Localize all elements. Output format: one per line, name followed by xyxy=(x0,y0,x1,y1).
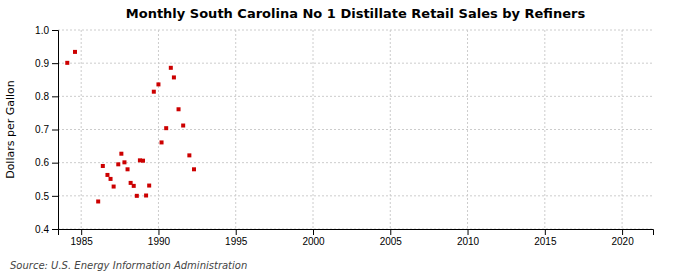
x-tick-mark xyxy=(622,229,623,235)
y-tick: 0.8 xyxy=(35,91,58,102)
y-tick: 0.4 xyxy=(35,224,58,235)
x-tick: 1985 xyxy=(71,229,94,247)
point xyxy=(119,152,123,156)
x-tick-mark xyxy=(236,229,237,235)
point xyxy=(101,164,105,168)
x-tick-label: 2005 xyxy=(380,236,403,247)
x-tick-label: 2020 xyxy=(611,236,634,247)
grid xyxy=(58,30,653,229)
x-tick: 1995 xyxy=(225,229,248,247)
point xyxy=(132,184,136,188)
point xyxy=(169,66,173,70)
point xyxy=(164,126,168,130)
grid-line-y xyxy=(58,129,653,130)
y-tick-mark xyxy=(52,130,58,131)
point xyxy=(160,140,164,144)
y-tick-mark xyxy=(52,30,58,31)
y-tick-mark xyxy=(52,96,58,97)
point xyxy=(147,184,151,188)
y-tick: 0.7 xyxy=(35,124,58,135)
x-tick: 1990 xyxy=(148,229,171,247)
grid-line-x xyxy=(544,30,545,229)
points xyxy=(65,50,196,204)
chart: 198519901995200020052010201520200.40.50.… xyxy=(0,0,675,275)
x-tick: 2010 xyxy=(457,229,480,247)
y-axis-title: Dollars per Gallon xyxy=(4,80,17,179)
grid-line-x xyxy=(313,30,314,229)
y-tick-label: 0.8 xyxy=(35,91,49,102)
grid-line-x xyxy=(235,30,236,229)
x-tick: 2020 xyxy=(611,229,634,247)
x-tick-label: 1995 xyxy=(225,236,248,247)
grid-line-x xyxy=(81,30,82,229)
grid-line-y xyxy=(58,162,653,163)
x-tick-mark xyxy=(158,229,159,235)
point xyxy=(192,167,196,171)
y-tick-mark xyxy=(52,163,58,164)
x-tick-mark xyxy=(545,229,546,235)
point xyxy=(152,90,156,94)
x-tick: 2005 xyxy=(380,229,403,247)
point xyxy=(135,194,139,198)
grid-line-x xyxy=(158,30,159,229)
y-tick-label: 0.6 xyxy=(35,157,49,168)
point xyxy=(122,160,126,164)
y-tick: 0.5 xyxy=(35,191,58,202)
point xyxy=(181,124,185,128)
y-tick: 0.6 xyxy=(35,157,58,168)
point xyxy=(96,199,100,203)
x-tick: 2000 xyxy=(302,229,325,247)
point xyxy=(112,185,116,189)
point xyxy=(141,159,145,163)
x-tick-label: 2015 xyxy=(534,236,557,247)
grid-line-x xyxy=(390,30,391,229)
y-axis-line xyxy=(52,31,59,230)
x-tick: 2015 xyxy=(534,229,557,247)
plot: 198519901995200020052010201520200.40.50.… xyxy=(35,25,653,247)
point xyxy=(172,75,176,79)
y-tick-mark xyxy=(52,196,58,197)
grid-line-y xyxy=(58,63,653,64)
y-axis: 0.4 0.5 0.6 0.7 0.8 0.9 1.0 xyxy=(35,25,58,235)
title: Monthly South Carolina No 1 Distillate R… xyxy=(126,6,586,21)
y-tick-label: 0.4 xyxy=(35,224,49,235)
y-tick-label: 0.9 xyxy=(35,58,49,69)
y-tick-mark xyxy=(52,63,58,64)
x-tick-label: 1990 xyxy=(148,236,171,247)
point xyxy=(156,82,160,86)
y-tick: 1.0 xyxy=(35,25,58,36)
point xyxy=(187,153,191,157)
x-tick-mark xyxy=(468,229,469,235)
grid-line-y xyxy=(58,30,653,31)
point xyxy=(109,177,113,181)
point xyxy=(144,194,148,198)
x-tick-label: 2010 xyxy=(457,236,480,247)
point xyxy=(177,107,181,111)
x-tick-label: 2000 xyxy=(302,236,325,247)
x-tick-mark xyxy=(81,229,82,235)
x-axis: 1985 1990 1995 2000 2005 2010 2015 2020 xyxy=(59,229,654,247)
annotation: Source: U.S. Energy Information Administ… xyxy=(10,260,247,271)
y-tick-mark xyxy=(52,229,58,230)
grid-line-y xyxy=(58,96,653,97)
grid-line-x xyxy=(622,30,623,229)
point xyxy=(126,167,130,171)
x-tick-mark xyxy=(313,229,314,235)
y-tick-label: 0.7 xyxy=(35,124,49,135)
x-tick-mark xyxy=(390,229,391,235)
point xyxy=(116,162,120,166)
grid-line-x xyxy=(467,30,468,229)
y-tick: 0.9 xyxy=(35,58,58,69)
point xyxy=(65,61,69,65)
x-axis-line xyxy=(59,230,654,236)
point xyxy=(73,50,77,54)
y-tick-label: 0.5 xyxy=(35,191,49,202)
x-tick-label: 1985 xyxy=(71,236,94,247)
y-tick-label: 1.0 xyxy=(35,25,49,36)
point xyxy=(105,173,109,177)
